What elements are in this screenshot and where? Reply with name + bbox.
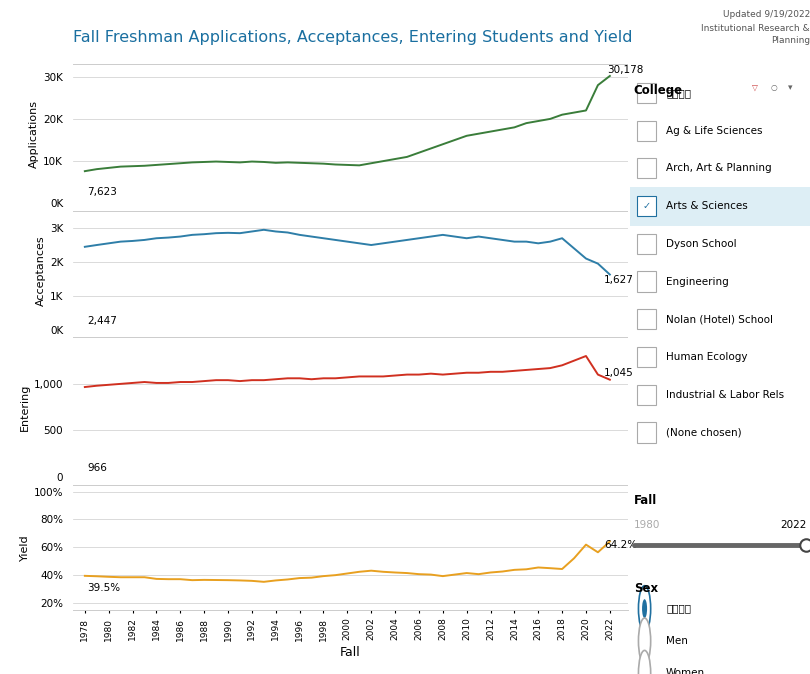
Text: Arch, Art & Planning: Arch, Art & Planning	[666, 163, 772, 173]
FancyBboxPatch shape	[637, 83, 656, 103]
Text: ✓: ✓	[642, 201, 650, 211]
Text: 1980: 1980	[633, 520, 660, 530]
FancyBboxPatch shape	[637, 272, 656, 292]
Text: 966: 966	[87, 463, 107, 473]
Text: （全部）: （全部）	[666, 604, 691, 613]
Text: (None chosen): (None chosen)	[666, 427, 742, 437]
X-axis label: Fall: Fall	[340, 646, 360, 659]
Bar	[630, 187, 810, 226]
Y-axis label: Acceptances: Acceptances	[36, 235, 45, 306]
FancyBboxPatch shape	[637, 234, 656, 254]
Text: Women: Women	[666, 669, 706, 674]
Circle shape	[642, 599, 647, 618]
Text: 7,623: 7,623	[87, 187, 117, 197]
Circle shape	[638, 586, 650, 632]
Y-axis label: Entering: Entering	[19, 384, 29, 431]
Text: 1,045: 1,045	[604, 368, 633, 378]
Text: 1,627: 1,627	[604, 275, 633, 284]
Text: 2022: 2022	[780, 520, 807, 530]
FancyBboxPatch shape	[637, 196, 656, 216]
Text: Men: Men	[666, 636, 688, 646]
Y-axis label: Applications: Applications	[29, 100, 39, 168]
FancyBboxPatch shape	[637, 158, 656, 179]
Y-axis label: Yield: Yield	[19, 534, 29, 561]
Text: Fall: Fall	[633, 494, 657, 507]
Text: 30,178: 30,178	[608, 65, 644, 75]
Text: 64.2%: 64.2%	[604, 540, 637, 550]
Text: Fall Freshman Applications, Acceptances, Entering Students and Yield: Fall Freshman Applications, Acceptances,…	[73, 30, 633, 45]
FancyBboxPatch shape	[637, 347, 656, 367]
Text: College: College	[633, 84, 683, 97]
Text: Human Ecology: Human Ecology	[666, 352, 748, 362]
Text: Institutional Research &: Institutional Research &	[701, 24, 810, 32]
Text: Industrial & Labor Rels: Industrial & Labor Rels	[666, 390, 784, 400]
Text: Dyson School: Dyson School	[666, 239, 737, 249]
Text: Sex: Sex	[633, 582, 658, 594]
FancyBboxPatch shape	[637, 385, 656, 405]
Circle shape	[638, 650, 650, 674]
Text: 2,447: 2,447	[87, 315, 117, 326]
Text: Nolan (Hotel) School: Nolan (Hotel) School	[666, 314, 773, 324]
Text: Engineering: Engineering	[666, 276, 729, 286]
Circle shape	[638, 618, 650, 664]
Text: Ag & Life Sciences: Ag & Life Sciences	[666, 125, 763, 135]
Text: Updated 9/19/2022: Updated 9/19/2022	[723, 10, 810, 19]
Text: Arts & Sciences: Arts & Sciences	[666, 201, 748, 211]
Text: ▾: ▾	[788, 83, 793, 92]
Text: ▽: ▽	[752, 83, 758, 92]
FancyBboxPatch shape	[637, 423, 656, 443]
FancyBboxPatch shape	[637, 309, 656, 330]
Text: Planning: Planning	[771, 36, 810, 44]
Text: （全部）: （全部）	[666, 88, 691, 98]
Text: ○: ○	[770, 83, 777, 92]
Text: 39.5%: 39.5%	[87, 583, 121, 593]
FancyBboxPatch shape	[637, 121, 656, 141]
